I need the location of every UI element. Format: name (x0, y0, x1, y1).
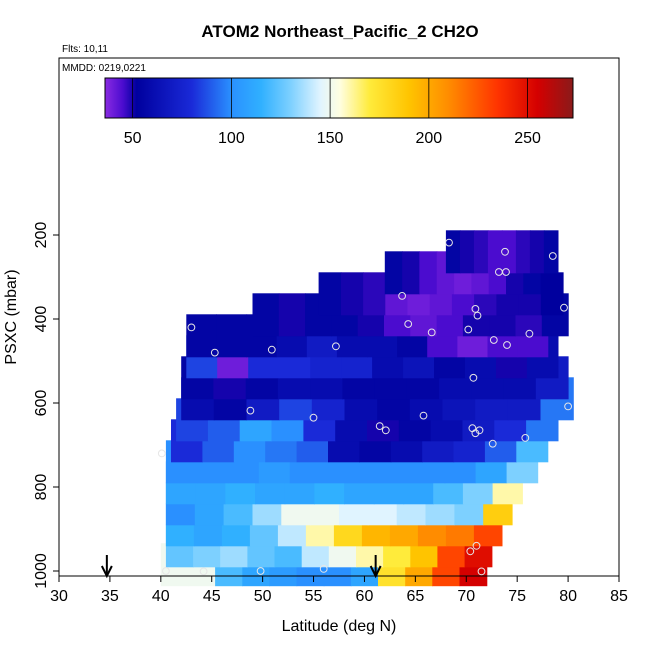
x-tick-label: 60 (356, 588, 374, 605)
sample-point (162, 567, 170, 575)
colorbar-tick-label: 50 (124, 130, 142, 147)
plot-frame (58, 57, 620, 577)
sample-point (332, 342, 340, 351)
sample-point (199, 567, 208, 576)
sample-point (445, 238, 453, 247)
sample-point (503, 341, 511, 349)
sample-point (419, 411, 428, 420)
sample-point (464, 325, 473, 334)
heatmap-cells (160, 230, 574, 587)
x-tick-label: 55 (305, 588, 323, 605)
heatmap-cell (318, 272, 342, 316)
heatmap-cell (515, 230, 531, 274)
sample-point (489, 336, 498, 344)
colorbar-tick-label: 200 (415, 130, 442, 147)
sample-point (548, 252, 557, 260)
sample-point (466, 547, 475, 556)
sample-point (246, 406, 255, 415)
x-tick-label: 75 (508, 588, 526, 605)
sample-markers (157, 238, 572, 576)
x-axis: 30 35 40 45 50 55 60 65 70 75 80 85 (50, 576, 628, 605)
sample-point (521, 434, 530, 442)
y-tick-label: 600 (33, 390, 50, 417)
sample-point (309, 413, 318, 422)
heatmap-cell (216, 314, 248, 358)
sample-point (473, 311, 482, 320)
heatmap-cell (473, 230, 489, 274)
sample-point (404, 320, 413, 328)
heatmap-cell (278, 293, 306, 337)
heatmap-cell (419, 251, 438, 295)
sample-point (477, 567, 486, 576)
y-axis-label: PSXC (mbar) (3, 269, 20, 364)
colorbar-tick-label: 150 (317, 130, 344, 147)
sample-point (471, 305, 480, 313)
sample-point (187, 323, 196, 332)
colorbar: 50 100 150 200 250 (104, 77, 574, 147)
sample-point (256, 567, 265, 575)
y-axis: 200 400 600 800 1000 (33, 222, 59, 589)
colorbar-gradient (104, 77, 574, 119)
heatmap-cell (445, 230, 461, 274)
sample-point (502, 268, 510, 276)
colorbar-tick-label: 250 (514, 130, 541, 147)
heatmap-cell (487, 230, 503, 274)
x-tick-label: 50 (254, 588, 272, 605)
heatmap-cell (340, 272, 364, 316)
flights-annotation: Flts: 10,11 (62, 44, 108, 55)
y-tick-label: 800 (33, 474, 50, 501)
sample-point (267, 345, 276, 354)
sample-point (375, 422, 384, 431)
sample-point (560, 303, 568, 312)
heatmap-cell (501, 230, 517, 274)
heatmap-cell (402, 251, 420, 295)
x-axis-label: Latitude (deg N) (282, 618, 397, 635)
x-tick-label: 40 (152, 588, 170, 605)
sample-point (427, 328, 436, 337)
sample-point (472, 541, 481, 550)
sample-point (501, 247, 509, 256)
sample-point (469, 373, 478, 382)
sample-point (525, 329, 534, 338)
x-tick-label: 45 (203, 588, 221, 605)
x-tick-label: 80 (559, 588, 577, 605)
dates-annotation: MMDD: 0219,0221 (62, 63, 146, 74)
sample-point (210, 348, 219, 357)
x-tick-label: 85 (610, 588, 628, 605)
y-tick-label: 1000 (33, 553, 50, 589)
sample-point (398, 292, 407, 300)
x-tick-label: 70 (457, 588, 475, 605)
sample-point (471, 429, 480, 438)
sample-point (564, 402, 572, 411)
heatmap-cell (543, 230, 559, 274)
heatmap-cell (529, 230, 545, 274)
sample-point (488, 439, 497, 448)
chart-title: ATOM2 Northeast_Pacific_2 CH2O (201, 22, 478, 41)
sample-point (381, 426, 390, 435)
heatmap-cell (459, 230, 475, 274)
sample-point (319, 565, 328, 573)
x-tick-label: 30 (50, 588, 68, 605)
colorbar-tick-label: 100 (218, 130, 245, 147)
y-tick-label: 200 (33, 222, 50, 249)
heatmap-cell (363, 272, 386, 316)
x-tick-label: 65 (406, 588, 424, 605)
x-tick-label: 35 (101, 588, 119, 605)
heatmap-cell (252, 293, 280, 337)
y-tick-label: 400 (33, 306, 50, 333)
sample-point (157, 449, 166, 458)
heatmap-cell (384, 251, 403, 295)
